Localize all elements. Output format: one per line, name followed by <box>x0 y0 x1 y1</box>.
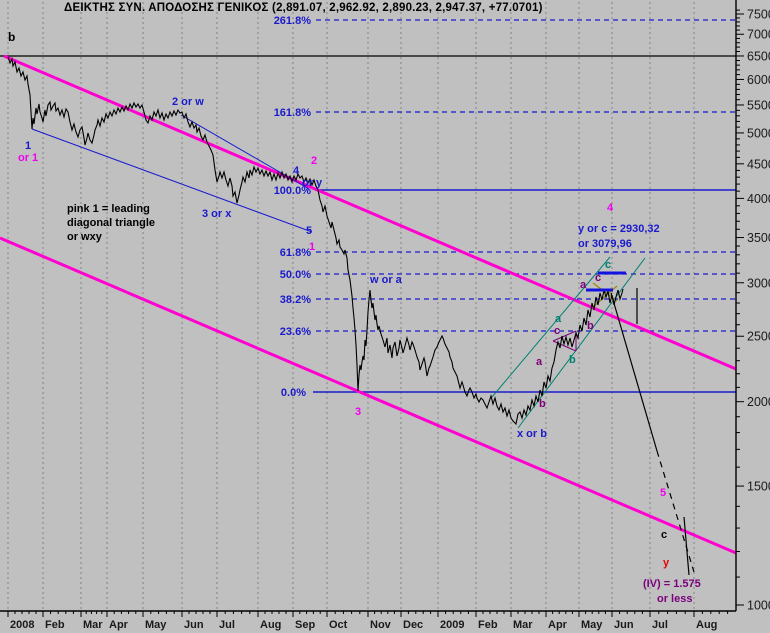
label-b-purple-low: b <box>539 398 546 410</box>
x-label-Apr: Apr <box>548 619 568 631</box>
x-label-2009: 2009 <box>440 619 464 631</box>
label-wave2-magenta: 2 <box>311 155 317 167</box>
y-label-2500: 2500 <box>747 330 770 344</box>
channel-upper-magenta <box>3 54 737 371</box>
x-label-May: May <box>145 619 167 631</box>
x-label-May: May <box>581 619 603 631</box>
label-wave3-magenta: 3 <box>355 406 361 418</box>
label-wave4: 4 <box>293 165 300 177</box>
x-label-Apr: Apr <box>109 619 129 631</box>
teal-channel-left <box>491 256 611 398</box>
y-label-6500: 6500 <box>747 49 770 63</box>
purple-triangle-top <box>552 330 577 342</box>
y-label-5000: 5000 <box>747 126 770 140</box>
teal-channel-right <box>517 257 646 429</box>
price-line <box>7 56 624 426</box>
y-label-7500: 7500 <box>747 8 770 22</box>
price-group <box>7 56 624 426</box>
label-c-teal: c <box>605 259 611 271</box>
x-label-Jul: Jul <box>652 619 668 631</box>
y-label-4500: 4500 <box>747 157 770 171</box>
fib-label-100.0%: 100.0% <box>274 185 312 197</box>
note-pink1-line1: pink 1 = leading <box>67 203 150 215</box>
label-wave4-magenta: 4 <box>607 202 614 214</box>
label-xorb: x or b <box>517 428 547 440</box>
label-wave1-magenta: 1 <box>309 241 315 253</box>
x-label-Feb: Feb <box>45 619 65 631</box>
fib-label-261.8%: 261.8% <box>274 15 312 27</box>
y-label-1000: 1000 <box>747 599 770 613</box>
x-label-Oct: Oct <box>329 619 348 631</box>
x-label-Feb: Feb <box>478 619 498 631</box>
target-iv-line2: or less <box>657 593 692 605</box>
fib-label-61.8%: 61.8% <box>280 247 311 259</box>
x-label-Jun: Jun <box>184 619 204 631</box>
channel-lower-magenta <box>0 236 737 555</box>
x-label-Dec: Dec <box>403 619 423 631</box>
label-a-purple: a <box>536 356 543 368</box>
fib-label-0.0%: 0.0% <box>281 387 306 399</box>
wedge-upper-blue <box>180 114 310 190</box>
label-a-teal: a <box>555 313 562 325</box>
label-2orw: 2 or w <box>172 96 204 108</box>
label-wave1-blue: 1 <box>25 140 31 152</box>
purple-triangle-bottom <box>552 340 577 352</box>
projection-dashed <box>656 450 695 573</box>
x-label-Mar: Mar <box>513 619 533 631</box>
y-label-7000: 7000 <box>747 28 770 42</box>
label-wora: w or a <box>369 274 403 286</box>
y-label-1500: 1500 <box>747 480 770 494</box>
label-ory: or y <box>302 177 323 189</box>
fib-label-38.2%: 38.2% <box>280 294 311 306</box>
x-label-Aug: Aug <box>696 619 717 631</box>
label-c-purple-mid: c <box>554 325 560 337</box>
y-label-3500: 3500 <box>747 231 770 245</box>
label-b-teal: b <box>569 354 576 366</box>
x-label-2008: 2008 <box>10 619 34 631</box>
target-iv-line1: (IV) = 1.575 <box>643 578 701 590</box>
label-c-black: c <box>661 529 667 541</box>
chart-title: ΔΕΙΚΤΗΣ ΣΥΝ. ΑΠΟΔΟΣΗΣ ΓΕΝΙΚΟΣ (2,891.07,… <box>64 2 543 14</box>
label-b-top: b <box>8 30 15 44</box>
label-or1-magenta: or 1 <box>18 152 38 164</box>
note-pink1-line3: or wxy <box>67 231 103 243</box>
note-pink1-line2: diagonal triangle <box>67 217 155 229</box>
y-label-5500: 5500 <box>747 98 770 112</box>
x-label-Jul: Jul <box>219 619 235 631</box>
label-a-purple-top: a <box>580 279 587 291</box>
wedge-lower-blue <box>31 128 313 233</box>
x-label-Aug: Aug <box>260 619 281 631</box>
gridlines-group <box>7 2 695 611</box>
y-label-2000: 2000 <box>747 395 770 409</box>
label-y-red: y <box>663 557 670 569</box>
x-label-Sep: Sep <box>295 619 315 631</box>
x-label-Mar: Mar <box>83 619 103 631</box>
label-3orx: 3 or x <box>202 208 232 220</box>
y-label-6000: 6000 <box>747 73 770 87</box>
projection-solid <box>610 292 658 452</box>
label-wave5: 5 <box>306 225 312 237</box>
x-label-Nov: Nov <box>370 619 392 631</box>
fib-label-50.0%: 50.0% <box>280 269 311 281</box>
x-label-Jun: Jun <box>614 619 634 631</box>
y-label-4000: 4000 <box>747 192 770 206</box>
target-note-line1: y or c = 2930,32 <box>578 223 660 235</box>
y-label-3000: 3000 <box>747 276 770 290</box>
label-b-purple: b <box>587 320 594 332</box>
target-note-line2: or 3079,96 <box>578 238 632 250</box>
fib-label-23.6%: 23.6% <box>280 326 311 338</box>
projection-steep <box>683 516 690 576</box>
fib-label-161.8%: 161.8% <box>274 107 312 119</box>
trendlines-group <box>0 54 737 576</box>
fibonacci-group: 261.8% 161.8% 100.0% 61.8% 50.0% 38.2% 23.6% 0.… <box>274 15 736 399</box>
label-wave5-magenta: 5 <box>660 487 666 499</box>
label-c-purple-top: c <box>595 272 601 284</box>
